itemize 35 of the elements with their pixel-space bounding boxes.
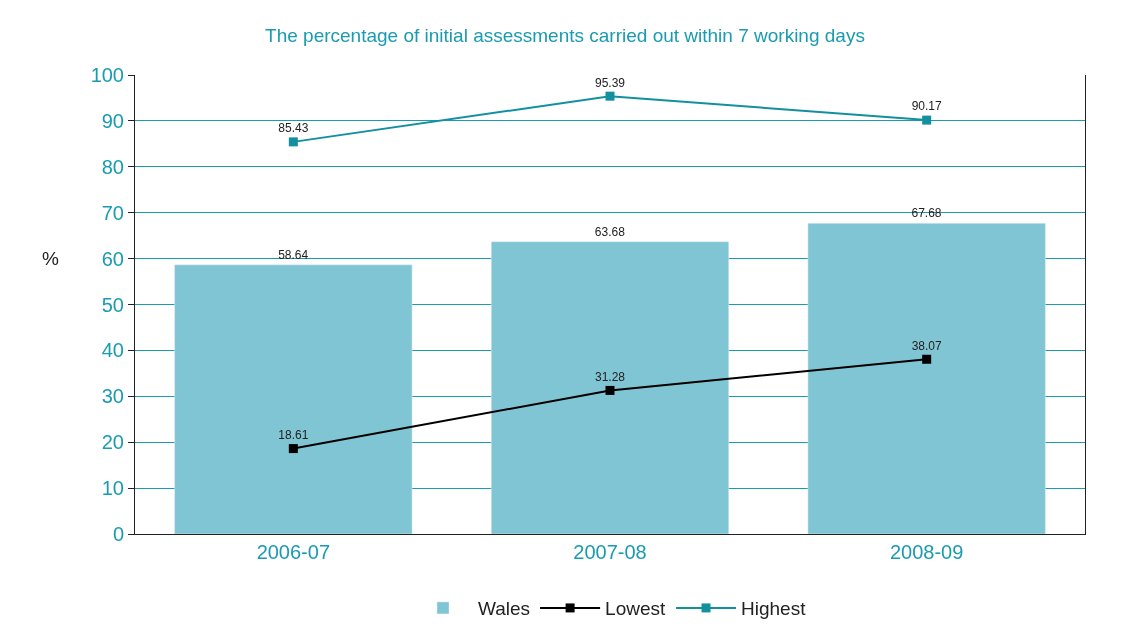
- point: [605, 385, 615, 395]
- point: [922, 354, 932, 364]
- bar: [491, 241, 729, 534]
- chart-title: The percentage of initial assessments carried out within 7 working days: [265, 25, 865, 47]
- bar: [174, 264, 413, 534]
- legend-label: Highest: [741, 598, 807, 620]
- data-label: 38.07: [911, 338, 943, 353]
- x-tick-label: 2006-07: [256, 541, 331, 563]
- legend-label: Lowest: [605, 598, 667, 620]
- y-tick-label: 80: [101, 155, 124, 178]
- y-tick-label: 50: [101, 293, 124, 316]
- data-label: 63.68: [594, 224, 626, 239]
- y-tick-label: 30: [101, 385, 124, 408]
- y-tick-label: 10: [101, 477, 124, 500]
- y-tick-label: 0: [112, 523, 124, 545]
- legend-label: Wales: [478, 598, 531, 620]
- point: [288, 444, 298, 454]
- point: [605, 91, 615, 101]
- point: [922, 115, 932, 125]
- point: [288, 137, 298, 147]
- y-tick-label: 20: [101, 431, 124, 454]
- y-tick-label: 90: [101, 109, 124, 132]
- x-tick-label: 2008-09: [889, 541, 964, 563]
- y-tick-label: 70: [101, 201, 124, 224]
- data-label: 90.17: [911, 99, 943, 114]
- y-axis-title: %: [42, 248, 59, 269]
- x-tick-label: 2007-08: [573, 541, 647, 563]
- y-tick-label: 60: [101, 247, 124, 270]
- y-tick-label: 100: [90, 64, 124, 86]
- y-tick-label: 40: [101, 339, 124, 362]
- bar: [807, 223, 1046, 534]
- data-label: 85.43: [278, 121, 309, 136]
- data-label: 18.61: [278, 427, 309, 442]
- data-label: 95.39: [594, 75, 626, 90]
- data-label: 31.28: [594, 369, 626, 384]
